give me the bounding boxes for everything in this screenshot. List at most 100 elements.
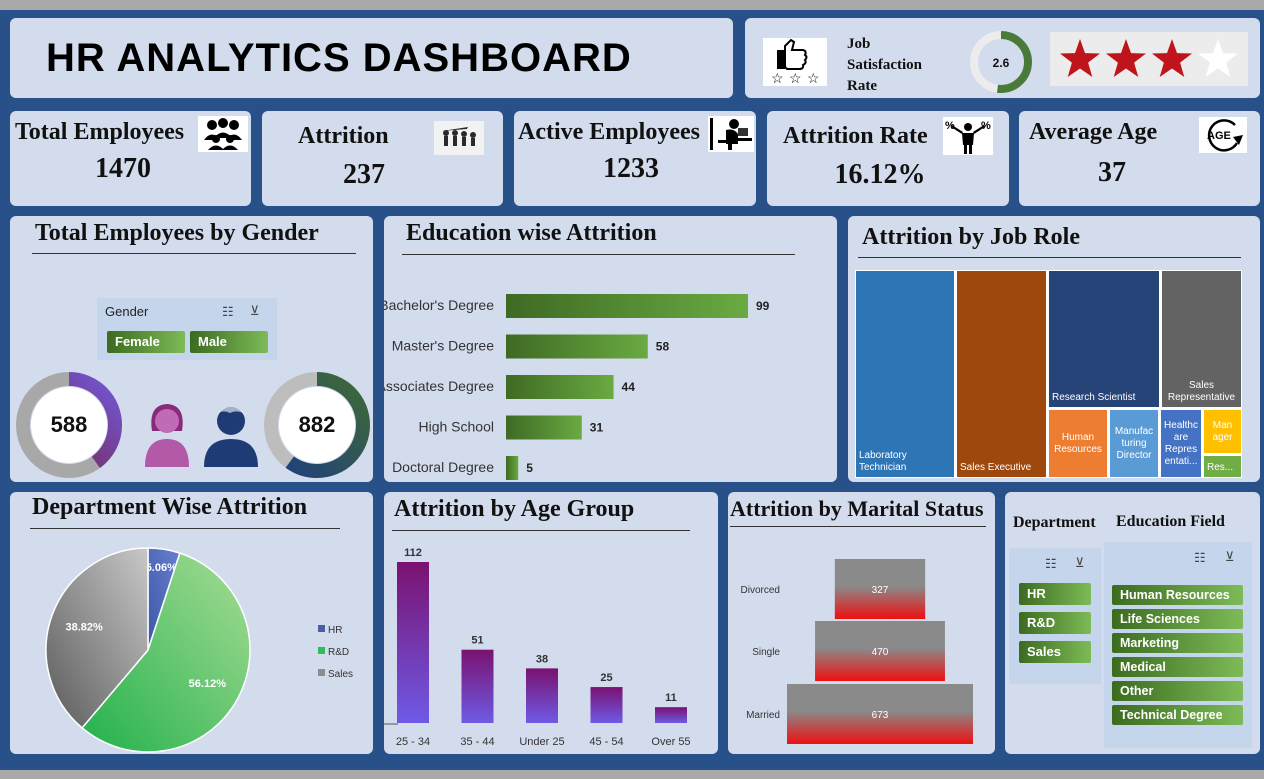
kpi-label: Attrition bbox=[298, 123, 389, 149]
legend-label: HR bbox=[328, 625, 342, 636]
kpi-card-average-age: Average Age AGE 37 bbox=[1019, 111, 1260, 206]
satisfaction-label-line: Job bbox=[847, 36, 871, 52]
marital-panel: Attrition by Marital Status 327 Divorced 4… bbox=[728, 492, 995, 754]
bar bbox=[506, 375, 614, 399]
percent-person-icon: % % bbox=[943, 117, 993, 155]
education-field-option[interactable]: Human Resources bbox=[1112, 585, 1243, 605]
leaving-people-icon bbox=[434, 121, 484, 155]
treemap-label: Research Scientist bbox=[1052, 392, 1136, 403]
star-rating bbox=[1050, 32, 1248, 86]
department-option[interactable]: R&D bbox=[1019, 612, 1091, 634]
svg-text:☆: ☆ bbox=[807, 70, 820, 86]
education-field-slicer[interactable]: ☷ ⊻ Human Resources Life Sciences Marketin… bbox=[1104, 542, 1252, 748]
multi-select-icon[interactable]: ☷ bbox=[1194, 550, 1206, 565]
svg-text:AGE: AGE bbox=[1207, 130, 1231, 142]
satisfaction-label-line: Satisfaction bbox=[847, 57, 922, 73]
svg-text:☆: ☆ bbox=[789, 70, 802, 86]
department-panel: Department Wise Attrition 5.06% 56.12% 38.… bbox=[10, 492, 373, 754]
title-underline bbox=[858, 257, 1241, 258]
satisfaction-label: Job Satisfaction Rate bbox=[847, 34, 922, 97]
female-count: 588 bbox=[51, 412, 88, 437]
data-label: 5 bbox=[526, 461, 533, 475]
multi-select-icon[interactable]: ☷ bbox=[1045, 556, 1057, 571]
kpi-value: 37 bbox=[1098, 157, 1126, 188]
treemap-tile: Sales Executive bbox=[956, 270, 1047, 478]
education-field-option[interactable]: Technical Degree bbox=[1112, 705, 1243, 725]
education-panel: Education wise Attrition Bachelor's Degr… bbox=[384, 216, 837, 482]
kpi-label: Active Employees bbox=[518, 119, 700, 145]
age-chart: 112 25 - 34 51 35 - 44 38 Under 25 25 45 - 54 11… bbox=[384, 547, 691, 748]
education-field-option[interactable]: Life Sciences bbox=[1112, 609, 1243, 629]
male-person-icon bbox=[204, 407, 258, 467]
treemap-tile: Manufac turing Director bbox=[1109, 409, 1159, 478]
category-label: 25 - 34 bbox=[396, 736, 430, 748]
gender-slicer[interactable]: Gender ☷ ⊻ Female Male bbox=[97, 298, 277, 360]
bar bbox=[834, 559, 926, 619]
data-label: 44 bbox=[622, 380, 636, 394]
legend-label: R&D bbox=[328, 647, 349, 658]
category-label: Over 55 bbox=[651, 736, 690, 748]
category-label: Divorced bbox=[741, 585, 780, 596]
slicer-option-male[interactable]: Male bbox=[190, 331, 268, 353]
gender-panel: Total Employees by Gender Gender ☷ ⊻ Fem… bbox=[10, 216, 373, 482]
slicer-title: Gender bbox=[105, 304, 149, 319]
marital-chart: 327 Divorced 470 Single 673 Married bbox=[741, 559, 973, 744]
male-donut: 882 bbox=[264, 372, 370, 478]
age-panel: Attrition by Age Group 112 25 - 34 51 35 - … bbox=[384, 492, 718, 754]
pie-label: 5.06% bbox=[146, 562, 177, 574]
panel-title: Total Employees by Gender bbox=[35, 220, 319, 246]
education-field-filter-title: Education Field bbox=[1116, 513, 1225, 530]
satisfaction-label-line: Rate bbox=[847, 78, 877, 94]
treemap-label: Man ager bbox=[1212, 419, 1233, 443]
legend-swatch bbox=[318, 669, 325, 676]
data-label: 99 bbox=[756, 299, 770, 313]
empty-star-icon bbox=[1198, 39, 1238, 77]
title-underline bbox=[730, 526, 986, 527]
slicer-option-female[interactable]: Female bbox=[107, 331, 185, 353]
treemap-label: Res... bbox=[1207, 462, 1234, 473]
panel-title: Department Wise Attrition bbox=[32, 494, 308, 520]
education-field-option[interactable]: Other bbox=[1112, 681, 1243, 701]
dashboard-frame: HR ANALYTICS DASHBOARD ☆ ☆ ☆ Job Satisfa… bbox=[0, 10, 1264, 770]
department-option[interactable]: HR bbox=[1019, 583, 1091, 605]
kpi-card-total-employees: Total Employees 1470 bbox=[10, 111, 251, 206]
treemap-tile: Sales Representative bbox=[1161, 270, 1242, 408]
category-label: 35 - 44 bbox=[460, 736, 494, 748]
desk-worker-icon bbox=[708, 116, 754, 152]
jobrole-treemap: Laboratory Technician Sales Executive Rese… bbox=[855, 270, 1242, 478]
education-field-option[interactable]: Marketing bbox=[1112, 633, 1243, 653]
title-underline bbox=[30, 528, 340, 529]
category-label: Bachelor's Degree bbox=[384, 297, 494, 313]
treemap-tile: Laboratory Technician bbox=[855, 270, 955, 478]
treemap-label: Human Resources bbox=[1054, 431, 1102, 455]
bar bbox=[506, 456, 519, 480]
data-label: 470 bbox=[872, 647, 889, 658]
department-option[interactable]: Sales bbox=[1019, 641, 1091, 663]
legend-swatch bbox=[318, 625, 325, 632]
satisfaction-gauge: 2.6 bbox=[970, 31, 1032, 93]
pie-slice bbox=[45, 547, 149, 729]
title-underline bbox=[402, 254, 795, 255]
treemap-tile: Human Resources bbox=[1048, 409, 1108, 478]
department-slicer[interactable]: ☷ ⊻ HR R&D Sales bbox=[1009, 548, 1101, 684]
category-label: Married bbox=[746, 710, 780, 721]
clear-filter-icon[interactable]: ⊻ bbox=[250, 303, 260, 318]
header-panel: HR ANALYTICS DASHBOARD bbox=[10, 18, 733, 98]
clear-filter-icon[interactable]: ⊻ bbox=[1075, 555, 1085, 570]
male-count: 882 bbox=[299, 412, 336, 437]
bar bbox=[655, 707, 687, 723]
kpi-card-attrition: Attrition 237 bbox=[262, 111, 503, 206]
page-title: HR ANALYTICS DASHBOARD bbox=[46, 36, 632, 80]
category-label: Master's Degree bbox=[392, 338, 494, 354]
filters-panel: Department Education Field ☷ ⊻ HR R&D Sale… bbox=[1005, 492, 1260, 754]
bar bbox=[506, 334, 648, 359]
multi-select-icon[interactable]: ☷ bbox=[222, 304, 234, 319]
age-icon: AGE bbox=[1199, 117, 1247, 153]
female-donut: 588 bbox=[16, 372, 122, 478]
svg-text:☆: ☆ bbox=[771, 70, 784, 86]
kpi-label: Total Employees bbox=[15, 119, 185, 145]
education-field-option[interactable]: Medical bbox=[1112, 657, 1243, 677]
data-label: 112 bbox=[404, 547, 422, 559]
clear-filter-icon[interactable]: ⊻ bbox=[1225, 549, 1235, 564]
bar bbox=[526, 668, 558, 723]
